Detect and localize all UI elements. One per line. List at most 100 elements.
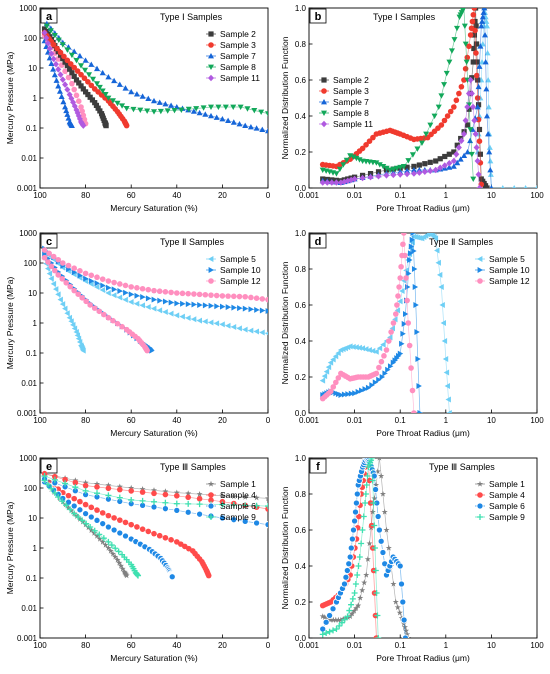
series-sample-5-upper-point xyxy=(74,332,81,339)
series-sample-12-point xyxy=(242,293,248,300)
series-sample-12-point xyxy=(82,270,89,277)
series-sample-4-upper-point xyxy=(196,495,203,502)
series-extra-point xyxy=(48,60,55,67)
series-sample-1-point xyxy=(392,598,399,605)
y-tick-label: 1 xyxy=(33,94,38,103)
x-tick-label: 100 xyxy=(33,641,47,650)
series-sample-12-point xyxy=(122,282,129,289)
series-sample-4-upper-point xyxy=(151,490,157,497)
series-sample-8-point xyxy=(336,166,343,173)
series-sample-5-point xyxy=(356,344,362,351)
series-sample-11-point xyxy=(383,172,390,179)
x-axis-label: Mercury Saturation (%) xyxy=(110,203,198,213)
series-sample-1-point xyxy=(88,527,95,533)
series-sample-12-point xyxy=(145,286,152,293)
series-sample-4-point xyxy=(156,532,163,539)
series-sample-8-point xyxy=(470,176,477,182)
series-sample-1-point xyxy=(114,556,121,563)
plot-data xyxy=(319,458,412,638)
series-sample-3-point xyxy=(54,45,60,52)
series-sample-9-point xyxy=(100,535,107,542)
series-sample-3-point xyxy=(475,116,482,123)
series-sample-9-point xyxy=(71,510,78,517)
legend-label: Sample 7 xyxy=(220,51,256,61)
series-sample-1-point xyxy=(379,490,386,497)
series-sample-1-upper-point xyxy=(185,490,192,497)
legend-marker xyxy=(477,278,483,284)
series-sample-3-point xyxy=(359,145,366,152)
y-tick-label: 0.2 xyxy=(295,373,307,382)
series-extra-point xyxy=(501,185,505,188)
series-sample-1-upper-point xyxy=(116,483,123,490)
series-sample-8-point xyxy=(453,25,460,32)
series-sample-3-point xyxy=(366,138,373,144)
series-sample-5-point xyxy=(122,296,128,303)
series-sample-10-point xyxy=(369,382,375,389)
series-sample-12-point xyxy=(213,292,220,299)
series-extra-point xyxy=(62,68,68,75)
y-tick-label: 1 xyxy=(33,544,38,553)
x-tick-label: 100 xyxy=(33,416,47,425)
series-sample-6-upper-point xyxy=(161,505,169,513)
series-sample-12-upper-point xyxy=(52,267,58,274)
series-sample-10-point xyxy=(242,305,249,312)
chart-panel-b: 0.001 0.01 0.1 1 10 100 0.0 0.2 0.4 0.6 0.8 1.0 Pore… xyxy=(280,4,544,213)
series-sample-12-point xyxy=(390,320,397,326)
plot-data xyxy=(41,470,268,581)
series-sample-12-point xyxy=(411,410,417,413)
series-sample-5-point xyxy=(213,320,220,327)
series-sample-6-point xyxy=(322,618,330,626)
series-sample-9-point xyxy=(115,548,122,555)
series-sample-5-point xyxy=(168,310,174,317)
series-sample-9-upper-point xyxy=(219,501,226,508)
series-sample-11-point xyxy=(359,174,366,182)
series-sample-11-point xyxy=(471,117,478,124)
series-sample-12-point xyxy=(105,278,112,284)
series-sample-12-point xyxy=(50,253,57,260)
series-sample-9-upper-point xyxy=(116,494,123,501)
series-sample-10-point xyxy=(202,302,209,309)
series-sample-12-upper-point xyxy=(67,283,74,290)
series-sample-5-point xyxy=(208,319,214,326)
series-sample-6-point xyxy=(347,544,355,552)
series-sample-6-point xyxy=(110,526,118,534)
series-sample-8-point xyxy=(376,162,383,168)
series-sample-11-point xyxy=(319,179,326,186)
series-sample-11-point xyxy=(404,170,411,178)
series-sample-4-point xyxy=(77,498,83,505)
series-sample-12-upper-point xyxy=(101,311,107,318)
legend-label: Sample 3 xyxy=(220,40,256,50)
series-sample-7-point xyxy=(105,74,112,80)
series-sample-12-point xyxy=(196,291,203,298)
series-sample-5-point xyxy=(335,350,341,357)
panel-label-box xyxy=(40,8,58,24)
series-sample-7-point xyxy=(76,52,83,59)
series-sample-8-point xyxy=(251,107,258,114)
series-extra-point xyxy=(62,104,69,110)
x-tick-label: 10 xyxy=(487,416,496,425)
legend-label: Sample 8 xyxy=(333,108,369,118)
series-sample-8-point xyxy=(144,108,151,114)
series-sample-12-point xyxy=(236,293,243,300)
series-sample-3-point xyxy=(78,71,84,78)
chart-panel-d: 0.001 0.01 0.1 1 10 100 0.0 0.2 0.4 0.6 0.8 1.0 Pore… xyxy=(280,229,544,438)
series-sample-6-point xyxy=(351,508,360,516)
series-sample-12-point xyxy=(376,364,382,371)
series-sample-1-point xyxy=(351,607,358,614)
series-sample-9-upper-point xyxy=(162,499,169,506)
series-sample-12-point xyxy=(408,365,414,371)
series-sample-5-point xyxy=(105,290,111,296)
series-sample-12-point xyxy=(395,293,401,299)
series-sample-10-point xyxy=(140,294,146,301)
series-sample-7-point xyxy=(485,131,492,137)
series-sample-4-point xyxy=(168,537,174,543)
panel-label-box xyxy=(40,233,58,249)
panel-label-box xyxy=(309,458,327,474)
series-sample-7-point xyxy=(467,137,474,144)
series-sample-4-upper-point xyxy=(208,497,214,504)
series-sample-1-point xyxy=(396,609,403,616)
y-tick-label: 0.8 xyxy=(295,490,307,499)
series-sample-4-upper-point xyxy=(82,482,89,489)
series-sample-4-point xyxy=(134,524,140,530)
y-axis-label: Normalized Distribution Function xyxy=(280,261,290,384)
